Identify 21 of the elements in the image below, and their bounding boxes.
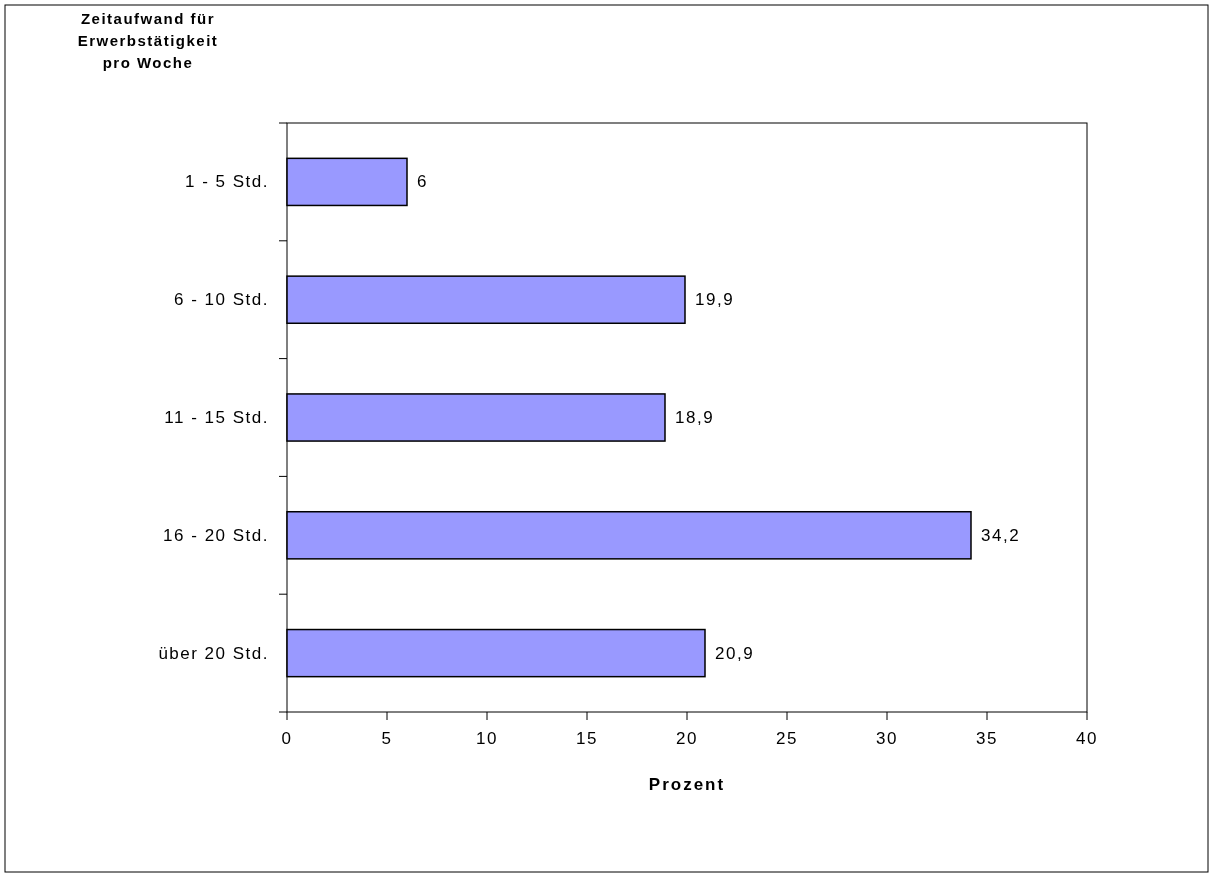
data-label: 19,9 xyxy=(695,290,735,310)
y-tick-label: über 20 Std. xyxy=(158,643,269,663)
y-tick-label: 6 - 10 Std. xyxy=(174,290,269,310)
x-tick-label: 0 xyxy=(281,729,293,748)
data-label: 6 xyxy=(417,172,428,192)
data-label: 20,9 xyxy=(715,643,755,663)
y-tick-label: 16 - 20 Std. xyxy=(163,525,269,545)
x-tick-label: 5 xyxy=(381,729,393,748)
x-tick-label: 30 xyxy=(876,729,898,748)
data-label: 18,9 xyxy=(675,408,715,427)
data-label: 34,2 xyxy=(981,525,1021,545)
x-tick-label: 35 xyxy=(976,729,998,748)
y-tick-label: 1 - 5 Std. xyxy=(185,172,269,192)
y-axis-title: Zeitaufwand für Erwerbstätigkeit pro Woche xyxy=(77,10,219,71)
x-tick-label: 40 xyxy=(1076,729,1098,748)
y-tick-label: 11 - 15 Std. xyxy=(164,408,269,427)
x-tick-label: 10 xyxy=(476,729,498,748)
x-tick-label: 25 xyxy=(776,729,798,748)
x-tick-label: 20 xyxy=(676,729,698,748)
x-axis-title: Prozent xyxy=(648,775,726,794)
x-tick-label: 15 xyxy=(576,729,598,748)
